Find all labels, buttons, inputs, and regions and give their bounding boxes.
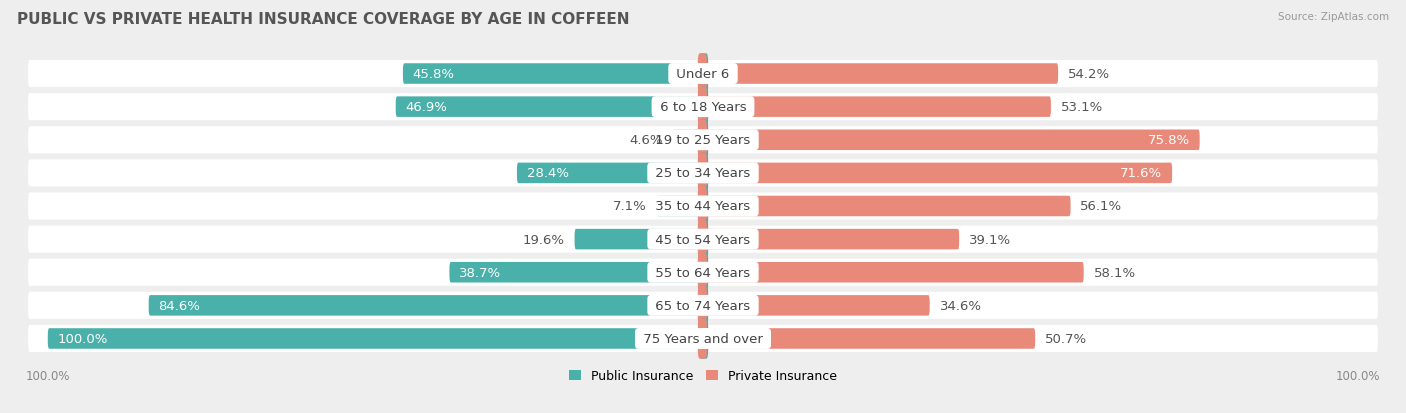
FancyBboxPatch shape xyxy=(699,153,709,194)
Text: 7.1%: 7.1% xyxy=(613,200,647,213)
FancyBboxPatch shape xyxy=(697,252,707,293)
Text: 53.1%: 53.1% xyxy=(1060,101,1102,114)
FancyBboxPatch shape xyxy=(699,285,709,326)
Text: 75 Years and over: 75 Years and over xyxy=(638,332,768,345)
Text: 25 to 34 Years: 25 to 34 Years xyxy=(651,167,755,180)
FancyBboxPatch shape xyxy=(699,219,709,260)
Text: 75.8%: 75.8% xyxy=(1147,134,1189,147)
Text: 35 to 44 Years: 35 to 44 Years xyxy=(651,200,755,213)
FancyBboxPatch shape xyxy=(28,193,1378,220)
Text: 58.1%: 58.1% xyxy=(1094,266,1136,279)
FancyBboxPatch shape xyxy=(703,262,1084,283)
Text: 100.0%: 100.0% xyxy=(58,332,108,345)
FancyBboxPatch shape xyxy=(673,130,703,151)
FancyBboxPatch shape xyxy=(703,196,1070,217)
FancyBboxPatch shape xyxy=(450,262,703,283)
Text: 19.6%: 19.6% xyxy=(523,233,565,246)
FancyBboxPatch shape xyxy=(28,325,1378,352)
Text: 65 to 74 Years: 65 to 74 Years xyxy=(651,299,755,312)
Text: 45 to 54 Years: 45 to 54 Years xyxy=(651,233,755,246)
Text: 4.6%: 4.6% xyxy=(630,134,664,147)
FancyBboxPatch shape xyxy=(703,130,1199,151)
FancyBboxPatch shape xyxy=(697,153,707,194)
FancyBboxPatch shape xyxy=(699,186,709,227)
FancyBboxPatch shape xyxy=(28,160,1378,187)
Text: 71.6%: 71.6% xyxy=(1121,167,1163,180)
FancyBboxPatch shape xyxy=(28,61,1378,88)
FancyBboxPatch shape xyxy=(697,87,707,128)
Text: 56.1%: 56.1% xyxy=(1080,200,1122,213)
FancyBboxPatch shape xyxy=(699,120,709,161)
FancyBboxPatch shape xyxy=(697,318,707,359)
FancyBboxPatch shape xyxy=(703,64,1059,85)
Text: 34.6%: 34.6% xyxy=(939,299,981,312)
Text: 55 to 64 Years: 55 to 64 Years xyxy=(651,266,755,279)
Text: 39.1%: 39.1% xyxy=(969,233,1011,246)
FancyBboxPatch shape xyxy=(697,120,707,161)
FancyBboxPatch shape xyxy=(28,226,1378,253)
FancyBboxPatch shape xyxy=(699,87,709,128)
Text: 46.9%: 46.9% xyxy=(405,101,447,114)
FancyBboxPatch shape xyxy=(28,94,1378,121)
FancyBboxPatch shape xyxy=(657,196,703,217)
FancyBboxPatch shape xyxy=(703,97,1050,118)
Text: 28.4%: 28.4% xyxy=(527,167,569,180)
FancyBboxPatch shape xyxy=(697,54,707,95)
FancyBboxPatch shape xyxy=(703,163,1173,184)
Text: 50.7%: 50.7% xyxy=(1045,332,1087,345)
FancyBboxPatch shape xyxy=(395,97,703,118)
Legend: Public Insurance, Private Insurance: Public Insurance, Private Insurance xyxy=(568,369,838,382)
FancyBboxPatch shape xyxy=(703,328,1035,349)
Text: 84.6%: 84.6% xyxy=(159,299,201,312)
FancyBboxPatch shape xyxy=(404,64,703,85)
FancyBboxPatch shape xyxy=(149,295,703,316)
FancyBboxPatch shape xyxy=(517,163,703,184)
Text: 19 to 25 Years: 19 to 25 Years xyxy=(651,134,755,147)
FancyBboxPatch shape xyxy=(699,252,709,293)
FancyBboxPatch shape xyxy=(703,295,929,316)
FancyBboxPatch shape xyxy=(697,219,707,260)
FancyBboxPatch shape xyxy=(697,285,707,326)
FancyBboxPatch shape xyxy=(699,54,709,95)
Text: 38.7%: 38.7% xyxy=(460,266,502,279)
Text: Source: ZipAtlas.com: Source: ZipAtlas.com xyxy=(1278,12,1389,22)
FancyBboxPatch shape xyxy=(48,328,703,349)
FancyBboxPatch shape xyxy=(703,229,959,250)
Text: PUBLIC VS PRIVATE HEALTH INSURANCE COVERAGE BY AGE IN COFFEEN: PUBLIC VS PRIVATE HEALTH INSURANCE COVER… xyxy=(17,12,630,27)
FancyBboxPatch shape xyxy=(28,292,1378,319)
Text: 54.2%: 54.2% xyxy=(1069,68,1111,81)
Text: 6 to 18 Years: 6 to 18 Years xyxy=(655,101,751,114)
Text: Under 6: Under 6 xyxy=(672,68,734,81)
FancyBboxPatch shape xyxy=(28,259,1378,286)
Text: 45.8%: 45.8% xyxy=(413,68,454,81)
FancyBboxPatch shape xyxy=(697,186,707,227)
FancyBboxPatch shape xyxy=(699,318,709,359)
FancyBboxPatch shape xyxy=(575,229,703,250)
FancyBboxPatch shape xyxy=(28,127,1378,154)
